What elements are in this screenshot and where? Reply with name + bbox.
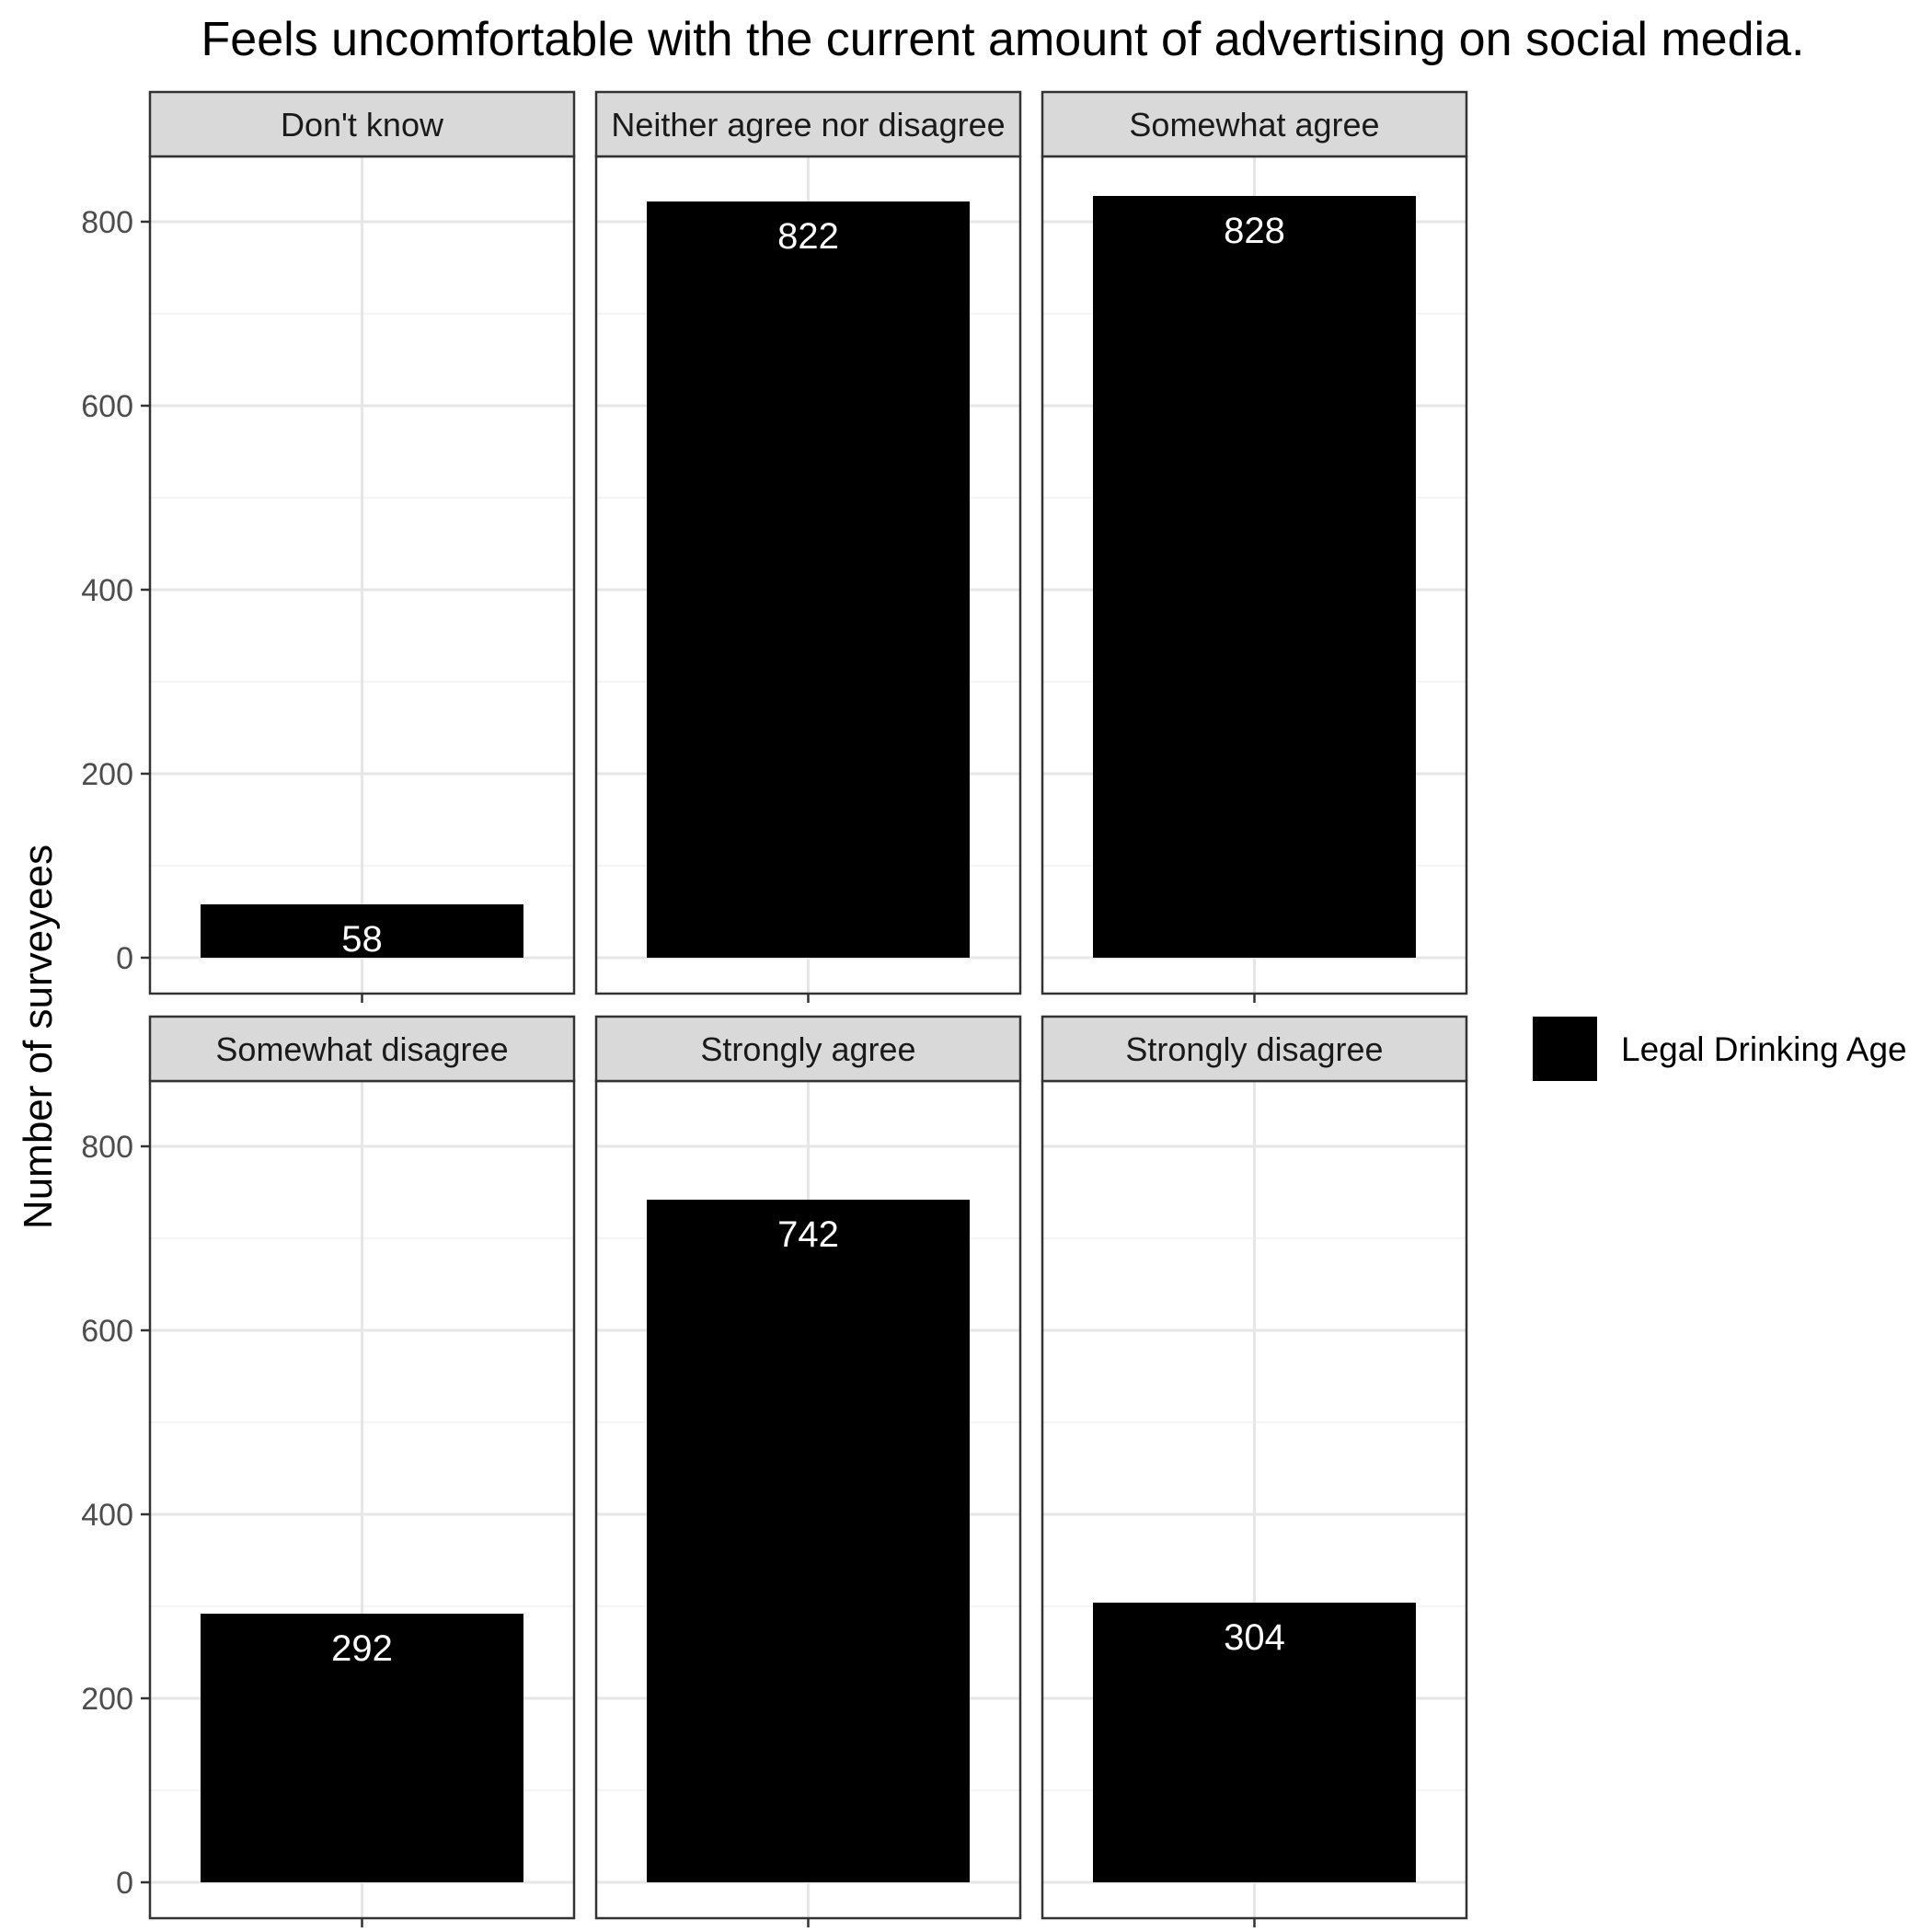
facet-panel-don-t-know: 58 Don't know 0 200 400 600 800	[81, 90, 576, 1003]
bar-strongly-disagree	[1093, 1603, 1416, 1882]
y-tick-label: 200	[81, 1682, 133, 1717]
bar-strongly-agree	[647, 1200, 970, 1882]
strip-label-strongly-agree: Strongly agree	[700, 1030, 915, 1068]
facet-panel-strongly-agree: 742 Strongly agree	[594, 1015, 1022, 1927]
facet-panel-somewhat-disagree: 292 Somewhat disagree 0 200 400 600 800	[81, 1015, 576, 1927]
facet-panel-neither-agree-nor-disagree: 822 Neither agree nor disagree	[594, 90, 1022, 1003]
chart-title: Feels uncomfortable with the current amo…	[201, 13, 1805, 66]
strip-label-don-t-know: Don't know	[281, 106, 444, 144]
strip-label-strongly-disagree: Strongly disagree	[1125, 1030, 1383, 1068]
y-tick-label: 600	[81, 389, 133, 424]
data-label-don-t-know: 58	[341, 919, 383, 960]
data-label-somewhat-agree: 828	[1224, 211, 1285, 251]
facet-panels: 58 Don't know 0 200 400 600 800 822 Neither agre…	[81, 90, 1468, 1927]
bar-neither-agree-nor-disagree	[647, 201, 970, 958]
facet-panel-somewhat-agree: 828 Somewhat agree	[1041, 90, 1468, 1003]
facet-panel-strongly-disagree: 304 Strongly disagree	[1041, 1015, 1468, 1927]
y-tick-label: 0	[116, 941, 133, 976]
data-label-strongly-agree: 742	[777, 1214, 839, 1255]
strip-label-somewhat-disagree: Somewhat disagree	[215, 1030, 508, 1068]
y-tick-label: 200	[81, 757, 133, 792]
y-tick-label: 400	[81, 573, 133, 608]
data-label-neither-agree-nor-disagree: 822	[777, 216, 839, 257]
strip-background	[594, 1015, 1022, 1083]
strip-background	[148, 90, 576, 158]
strip-background	[1041, 1015, 1468, 1083]
data-label-strongly-disagree: 304	[1224, 1617, 1285, 1658]
y-tick-label: 400	[81, 1498, 133, 1533]
y-tick-label: 0	[116, 1866, 133, 1901]
y-tick-label: 800	[81, 205, 133, 240]
strip-background	[148, 1015, 576, 1083]
y-axis-label: Number of surveyees	[16, 845, 61, 1229]
bar-somewhat-disagree	[201, 1614, 523, 1882]
y-tick-label: 800	[81, 1130, 133, 1165]
y-tick-label: 600	[81, 1314, 133, 1349]
bar-don-t-know	[201, 904, 523, 958]
legend: Legal Drinking Age	[1533, 1017, 1907, 1081]
strip-background	[1041, 90, 1468, 158]
data-label-somewhat-disagree: 292	[331, 1628, 393, 1669]
strip-background	[594, 90, 1022, 158]
legend-key	[1533, 1017, 1597, 1081]
bar-somewhat-agree	[1093, 196, 1416, 958]
legend-label: Legal Drinking Age	[1621, 1030, 1907, 1068]
strip-label-neither-agree-nor-disagree: Neither agree nor disagree	[611, 106, 1005, 144]
strip-label-somewhat-agree: Somewhat agree	[1129, 106, 1379, 144]
